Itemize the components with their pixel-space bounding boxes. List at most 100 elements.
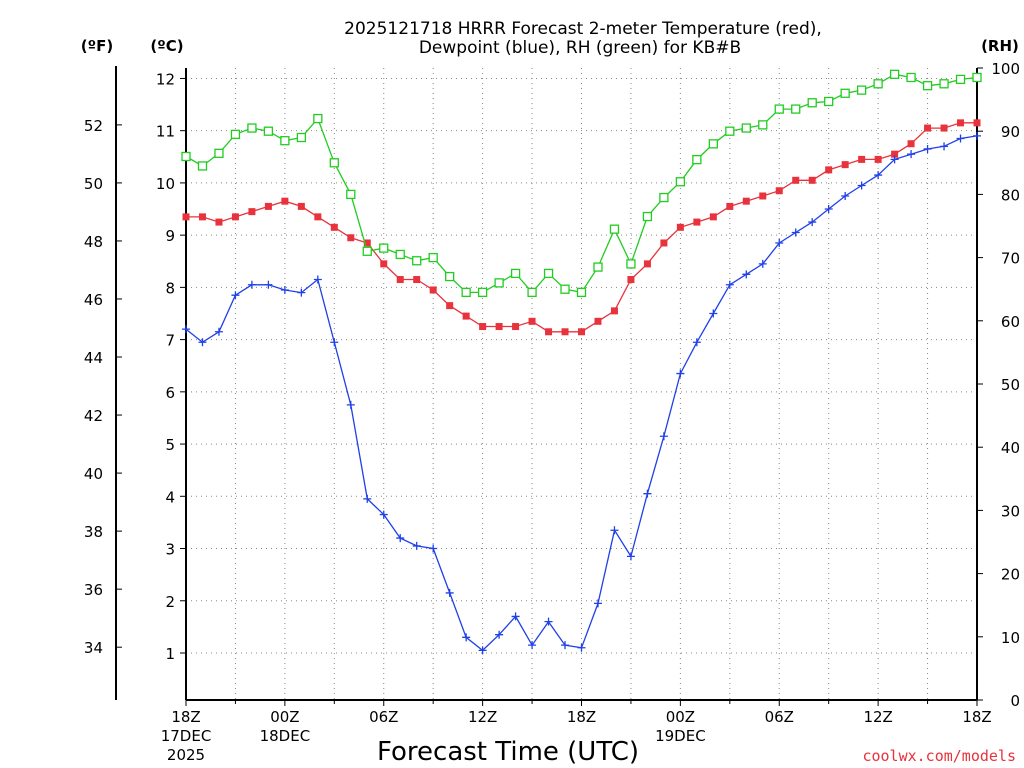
dewpoint-marker xyxy=(626,552,635,561)
temperature-marker xyxy=(759,192,767,200)
temperature-marker xyxy=(940,124,948,132)
temperature-marker xyxy=(495,323,503,331)
temperature-marker xyxy=(891,150,899,158)
dewpoint-marker xyxy=(692,338,701,347)
x-tick-label: 00Z xyxy=(666,708,695,726)
series-layer xyxy=(181,69,982,655)
dewpoint-marker xyxy=(857,181,866,190)
dewpoint-marker xyxy=(297,288,306,297)
celsius-tick-label: 3 xyxy=(165,541,175,559)
dewpoint-marker xyxy=(198,338,207,347)
temperature-marker xyxy=(775,187,783,195)
dewpoint-marker xyxy=(791,228,800,237)
celsius-tick-label: 6 xyxy=(165,384,175,402)
fahrenheit-tick-label: 34 xyxy=(84,639,103,657)
x-tick-label: 18Z xyxy=(962,708,991,726)
celsius-tick-label: 1 xyxy=(165,645,175,663)
rh-tick-label: 0 xyxy=(1010,692,1020,710)
dewpoint-marker xyxy=(956,134,965,143)
temperature-line xyxy=(186,122,977,333)
dewpoint-marker xyxy=(495,630,504,639)
unit-label-fahrenheit: (ºF) xyxy=(81,37,113,55)
rh-marker xyxy=(494,278,504,288)
fahrenheit-tick-label: 40 xyxy=(84,465,103,483)
rh-tick-label: 100 xyxy=(991,60,1020,78)
rh-marker xyxy=(642,211,653,222)
temperature-marker xyxy=(643,260,651,268)
temperature-marker xyxy=(808,176,816,184)
dewpoint-marker xyxy=(676,369,685,378)
dewpoint-marker xyxy=(610,526,619,535)
temperature-marker xyxy=(660,239,668,247)
temperature-marker xyxy=(874,155,882,163)
rh-marker xyxy=(708,139,718,149)
temperature-marker xyxy=(297,202,305,210)
rh-marker xyxy=(593,262,603,272)
rh-marker xyxy=(461,287,471,298)
celsius-tick-label: 12 xyxy=(156,70,175,88)
temperature-marker xyxy=(693,218,701,226)
x-tick-label: 06Z xyxy=(765,708,794,726)
rh-marker xyxy=(906,72,916,83)
series-dewpoint xyxy=(182,131,981,655)
rh-marker xyxy=(247,123,257,133)
temperature-marker xyxy=(198,213,206,221)
unit-label-celsius: (ºC) xyxy=(150,37,183,55)
rh-marker xyxy=(824,96,834,107)
rh-marker xyxy=(725,126,735,136)
chart-title-line-1: 2025121718 HRRR Forecast 2-meter Tempera… xyxy=(344,19,822,39)
dewpoint-marker xyxy=(758,259,767,268)
temperature-marker xyxy=(479,323,487,331)
rh-marker xyxy=(510,268,521,279)
rh-marker xyxy=(922,81,933,91)
dewpoint-marker xyxy=(412,541,421,550)
celsius-tick-label: 9 xyxy=(165,227,175,245)
dewpoint-marker xyxy=(363,494,372,503)
temperature-marker xyxy=(396,276,404,284)
dewpoint-marker xyxy=(346,400,355,409)
rh-marker xyxy=(428,252,438,263)
rh-tick-label: 70 xyxy=(1001,250,1020,268)
rh-marker xyxy=(791,104,801,114)
celsius-tick-label: 4 xyxy=(165,488,175,506)
temperature-marker xyxy=(610,307,618,315)
rh-marker xyxy=(840,88,850,98)
rh-marker xyxy=(379,243,389,253)
temperature-marker xyxy=(676,223,684,231)
celsius-tick-label: 10 xyxy=(156,175,175,193)
temperature-marker xyxy=(248,208,256,216)
rh-marker xyxy=(543,268,554,279)
temperature-marker xyxy=(264,202,272,210)
rh-tick-label: 30 xyxy=(1001,502,1020,520)
temperature-marker xyxy=(314,213,322,221)
dewpoint-marker xyxy=(231,291,240,300)
rh-marker xyxy=(675,177,686,187)
celsius-tick-label: 5 xyxy=(165,436,175,454)
rh-marker xyxy=(889,69,900,79)
celsius-tick-label: 11 xyxy=(156,123,175,141)
temperature-marker xyxy=(627,276,635,284)
temperature-marker xyxy=(330,223,338,231)
rh-marker xyxy=(214,148,224,158)
rh-marker xyxy=(576,287,587,298)
x-tick-label: 19DEC xyxy=(655,727,706,745)
temperature-marker xyxy=(709,213,717,221)
temperature-marker xyxy=(924,124,932,132)
temperature-marker xyxy=(446,302,454,310)
rh-tick-label: 80 xyxy=(1001,186,1020,204)
rh-marker xyxy=(329,158,339,168)
axes: 1234567891011123436384042444648505201020… xyxy=(84,60,1020,764)
rh-marker xyxy=(659,192,669,203)
dewpoint-marker xyxy=(561,641,570,650)
dewpoint-marker xyxy=(478,646,487,655)
dewpoint-marker xyxy=(247,280,256,289)
temperature-marker xyxy=(429,286,437,294)
rh-tick-label: 40 xyxy=(1001,439,1020,457)
x-tick-label: 12Z xyxy=(863,708,892,726)
rh-marker xyxy=(758,120,768,130)
dewpoint-marker xyxy=(742,270,751,279)
chart-title-line-2: Dewpoint (blue), RH (green) for KB#B xyxy=(419,38,741,58)
temperature-marker xyxy=(973,119,981,127)
dewpoint-marker xyxy=(396,534,405,543)
